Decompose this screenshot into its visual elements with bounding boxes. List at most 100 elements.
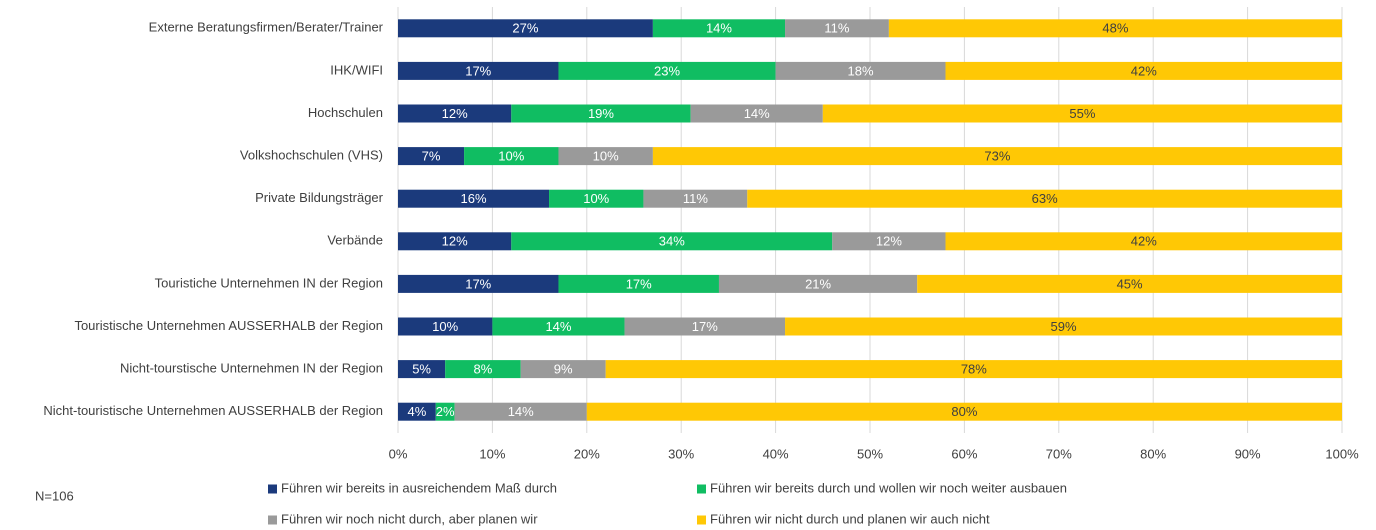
bar-segment xyxy=(888,19,1342,38)
data-label: 12% xyxy=(442,234,468,249)
bar-segment xyxy=(785,19,889,38)
data-label: 4% xyxy=(407,404,426,419)
y-tick-label: Verbände xyxy=(327,233,383,248)
data-label: 14% xyxy=(706,21,732,36)
data-label: 5% xyxy=(412,362,431,377)
bar-segment xyxy=(718,274,918,293)
legend-label: Führen wir noch nicht durch, aber planen… xyxy=(281,511,538,526)
data-label: 14% xyxy=(508,404,534,419)
bar-segment xyxy=(605,360,1342,379)
bar-segment xyxy=(398,317,493,336)
bar-segment xyxy=(492,317,625,336)
data-label: 14% xyxy=(744,106,770,121)
y-tick-label: Nicht-touristische Unternehmen AUSSERHAL… xyxy=(43,403,383,418)
data-label: 7% xyxy=(422,149,441,164)
y-tick-label: Externe Beratungsfirmen/Berater/Trainer xyxy=(149,20,384,35)
data-label: 17% xyxy=(465,276,491,291)
x-tick-label: 50% xyxy=(857,446,883,461)
legend-swatch xyxy=(268,484,277,494)
data-label: 17% xyxy=(692,319,718,334)
bar-segment xyxy=(652,147,1342,166)
bar-segment xyxy=(398,189,550,208)
bar-segment xyxy=(398,147,465,166)
bar-segment xyxy=(747,189,1342,208)
data-label: 34% xyxy=(659,234,685,249)
bar-segment xyxy=(398,232,512,251)
y-tick-label: Touristiche Unternehmen IN der Region xyxy=(155,275,383,290)
legend-swatch xyxy=(697,484,706,494)
data-label: 19% xyxy=(588,106,614,121)
bar-segment xyxy=(520,360,606,379)
data-label: 42% xyxy=(1131,63,1157,78)
data-label: 63% xyxy=(1032,191,1058,206)
bar-segment xyxy=(945,232,1342,251)
bar-segment xyxy=(398,61,559,80)
data-label: 8% xyxy=(474,362,493,377)
y-tick-label: Volkshochschulen (VHS) xyxy=(240,148,383,163)
bar-segment xyxy=(398,402,436,421)
data-label: 10% xyxy=(498,149,524,164)
annotation: N=106 xyxy=(35,488,74,503)
legend-label: Führen wir bereits in ausreichendem Maß … xyxy=(281,480,557,495)
data-label: 10% xyxy=(432,319,458,334)
data-label: 18% xyxy=(848,63,874,78)
bar-segment xyxy=(398,104,512,123)
x-tick-label: 20% xyxy=(574,446,600,461)
bar-segment xyxy=(558,61,776,80)
data-label: 16% xyxy=(461,191,487,206)
bar-segment xyxy=(775,61,946,80)
bar-segment xyxy=(785,317,1342,336)
bar-segment xyxy=(652,19,786,38)
y-tick-label: Nicht-tourstische Unternehmen IN der Reg… xyxy=(120,361,383,376)
data-label: 80% xyxy=(951,404,977,419)
data-label: 10% xyxy=(583,191,609,206)
data-label: 17% xyxy=(465,63,491,78)
bar-segment xyxy=(643,189,748,208)
data-label: 11% xyxy=(683,191,708,206)
y-tick-label: Private Bildungsträger xyxy=(255,190,384,205)
data-label: 42% xyxy=(1131,234,1157,249)
bar-segment xyxy=(398,19,653,38)
data-label: 45% xyxy=(1117,276,1143,291)
x-tick-label: 40% xyxy=(763,446,789,461)
bar-segment xyxy=(624,317,786,336)
data-label: 73% xyxy=(984,149,1010,164)
x-tick-label: 90% xyxy=(1235,446,1261,461)
y-tick-label: Touristische Unternehmen AUSSERHALB der … xyxy=(74,318,383,333)
data-label: 23% xyxy=(654,63,680,78)
bar-segment xyxy=(464,147,559,166)
data-label: 17% xyxy=(626,276,652,291)
bar-segment xyxy=(445,360,521,379)
bar-segment xyxy=(690,104,823,123)
x-tick-label: 0% xyxy=(389,446,408,461)
bar-segment xyxy=(558,274,719,293)
bar-segment xyxy=(511,232,833,251)
bar-segment xyxy=(511,104,691,123)
data-label: 21% xyxy=(805,276,831,291)
x-tick-label: 60% xyxy=(951,446,977,461)
y-tick-label: Hochschulen xyxy=(308,105,383,120)
x-tick-label: 30% xyxy=(668,446,694,461)
data-label: 55% xyxy=(1069,106,1095,121)
bar-segment xyxy=(917,274,1342,293)
data-label: 10% xyxy=(593,149,619,164)
bar-segment xyxy=(398,360,446,379)
x-tick-label: 70% xyxy=(1046,446,1072,461)
data-label: 12% xyxy=(876,234,902,249)
data-label: 14% xyxy=(545,319,571,334)
bar-segment xyxy=(398,274,559,293)
bar-segment xyxy=(558,147,653,166)
data-label: 78% xyxy=(961,362,987,377)
data-label: 2% xyxy=(436,404,455,419)
data-label: 11% xyxy=(824,21,849,36)
data-label: 27% xyxy=(512,21,538,36)
data-label: 59% xyxy=(1051,319,1077,334)
legend-swatch xyxy=(697,515,706,525)
legend-label: Führen wir bereits durch und wollen wir … xyxy=(710,480,1067,495)
x-tick-label: 10% xyxy=(479,446,505,461)
data-label: 12% xyxy=(442,106,468,121)
y-tick-label: IHK/WIFI xyxy=(330,62,383,77)
data-label: 9% xyxy=(554,362,573,377)
x-tick-label: 80% xyxy=(1140,446,1166,461)
